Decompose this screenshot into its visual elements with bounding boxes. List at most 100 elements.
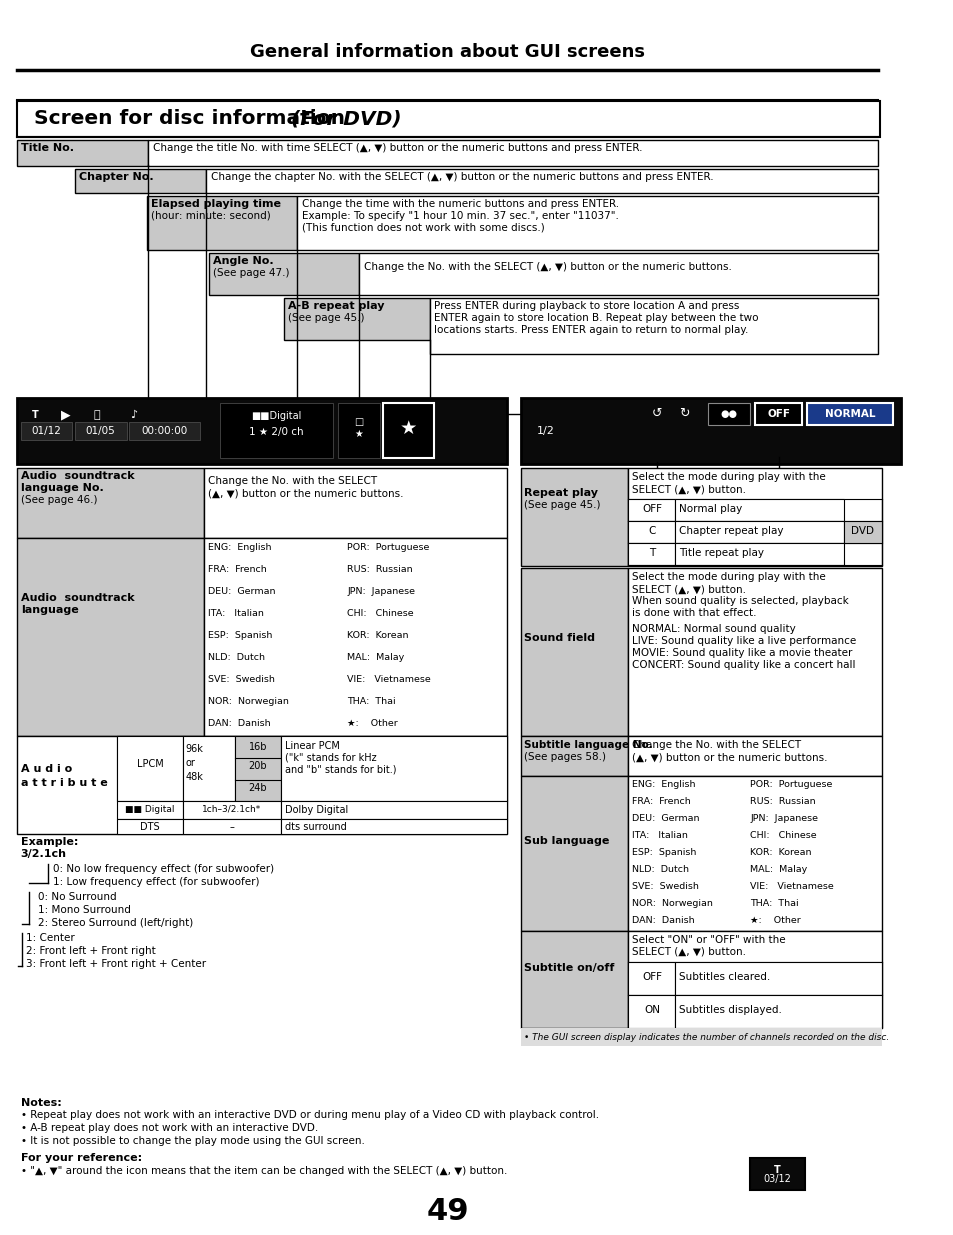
Text: 48k: 48k	[186, 772, 203, 782]
Text: When sound quality is selected, playback: When sound quality is selected, playback	[632, 597, 848, 606]
Text: 24b: 24b	[249, 783, 267, 793]
Bar	[520, 736, 628, 776]
Bar	[675, 499, 843, 521]
Bar	[17, 101, 879, 137]
Text: ★: ★	[399, 419, 416, 437]
Bar	[297, 196, 877, 249]
Bar	[117, 819, 183, 834]
Text: Audio  soundtrack: Audio soundtrack	[21, 593, 134, 603]
Bar	[117, 802, 183, 819]
Bar	[628, 736, 881, 776]
Text: Notes:: Notes:	[21, 1098, 61, 1108]
Text: (This function does not work with some discs.): (This function does not work with some d…	[302, 224, 544, 233]
Text: 96k: 96k	[186, 743, 203, 755]
Bar	[17, 468, 204, 538]
Text: Chapter repeat play: Chapter repeat play	[679, 526, 782, 536]
Bar	[675, 995, 881, 1028]
Text: Linear PCM: Linear PCM	[285, 741, 339, 751]
Text: MAL:  Malay: MAL: Malay	[750, 864, 807, 874]
Bar	[429, 298, 877, 354]
Text: NORMAL: Normal sound quality: NORMAL: Normal sound quality	[632, 624, 795, 634]
Text: LPCM: LPCM	[136, 760, 163, 769]
Bar	[750, 1158, 804, 1191]
Text: 0: No Surround: 0: No Surround	[37, 892, 116, 902]
Bar	[220, 403, 333, 458]
Text: DVD: DVD	[851, 526, 874, 536]
Text: locations starts. Press ENTER again to return to normal play.: locations starts. Press ENTER again to r…	[434, 325, 748, 335]
Text: Elapsed playing time: Elapsed playing time	[151, 199, 281, 209]
Bar	[628, 776, 881, 931]
Text: DEU:  German: DEU: German	[208, 587, 275, 597]
Text: Change the No. with the SELECT (▲, ▼) button or the numeric buttons.: Change the No. with the SELECT (▲, ▼) bu…	[364, 262, 731, 272]
Text: 1/2: 1/2	[536, 426, 554, 436]
Text: 1: Mono Surround: 1: Mono Surround	[37, 905, 131, 915]
Bar	[806, 403, 892, 425]
Text: CONCERT: Sound quality like a concert hall: CONCERT: Sound quality like a concert ha…	[632, 659, 855, 671]
Text: MOVIE: Sound quality like a movie theater: MOVIE: Sound quality like a movie theate…	[632, 648, 852, 658]
Text: 1: Low frequency effect (for subwoofer): 1: Low frequency effect (for subwoofer)	[52, 877, 259, 887]
Text: Example:: Example:	[21, 837, 78, 847]
Text: (See page 47.): (See page 47.)	[213, 268, 289, 278]
Bar	[204, 468, 506, 538]
Bar	[148, 140, 877, 165]
Text: Repeat play: Repeat play	[524, 488, 598, 498]
Bar	[117, 736, 183, 802]
Bar	[75, 169, 206, 193]
Bar	[147, 196, 297, 249]
Text: THA:  Thai: THA: Thai	[750, 899, 799, 908]
Text: Dolby Digital: Dolby Digital	[285, 805, 348, 815]
Text: 20b: 20b	[249, 761, 267, 771]
Text: (hour: minute: second): (hour: minute: second)	[151, 211, 271, 221]
Text: language: language	[21, 605, 78, 615]
Text: Change the chapter No. with the SELECT (▲, ▼) button or the numeric buttons and : Change the chapter No. with the SELECT (…	[211, 172, 713, 182]
Bar	[382, 403, 434, 458]
Text: • It is not possible to change the play mode using the GUI screen.: • It is not possible to change the play …	[21, 1136, 364, 1146]
Text: Change the time with the numeric buttons and press ENTER.: Change the time with the numeric buttons…	[302, 199, 618, 209]
Bar	[520, 776, 628, 931]
Text: 3/2.1ch: 3/2.1ch	[21, 848, 67, 860]
Bar	[183, 736, 234, 802]
Text: 03/12: 03/12	[763, 1174, 791, 1184]
Text: Normal play: Normal play	[679, 504, 741, 514]
Bar	[284, 298, 429, 340]
Text: NOR:  Norwegian: NOR: Norwegian	[208, 697, 289, 706]
Bar	[520, 568, 628, 736]
Text: Angle No.: Angle No.	[213, 256, 274, 266]
Bar	[183, 819, 281, 834]
Text: • A-B repeat play does not work with an interactive DVD.: • A-B repeat play does not work with an …	[21, 1123, 317, 1132]
Bar	[337, 403, 379, 458]
Text: DAN:  Danish: DAN: Danish	[632, 916, 694, 925]
Bar	[17, 140, 148, 165]
Text: dts surround: dts surround	[285, 823, 347, 832]
Text: VIE:   Vietnamese: VIE: Vietnamese	[750, 882, 833, 890]
Text: (See page 45.): (See page 45.)	[288, 312, 364, 324]
Text: or: or	[186, 758, 195, 768]
Text: ON: ON	[643, 1005, 659, 1015]
Text: is done with that effect.: is done with that effect.	[632, 608, 756, 618]
Bar	[628, 962, 675, 995]
Text: Change the No. with the SELECT: Change the No. with the SELECT	[208, 475, 377, 487]
Text: LIVE: Sound quality like a live performance: LIVE: Sound quality like a live performa…	[632, 636, 856, 646]
Text: KOR:  Korean: KOR: Korean	[750, 848, 811, 857]
Text: • "▲, ▼" around the icon means that the item can be changed with the SELECT (▲, : • "▲, ▼" around the icon means that the …	[21, 1166, 506, 1176]
Text: ★:    Other: ★: Other	[347, 719, 397, 727]
Bar	[675, 543, 843, 564]
Text: T: T	[648, 548, 655, 558]
Text: JPN:  Japanese: JPN: Japanese	[347, 587, 415, 597]
Text: 2: Stereo Surround (left/right): 2: Stereo Surround (left/right)	[37, 918, 193, 927]
Text: OFF: OFF	[641, 504, 661, 514]
Text: 16b: 16b	[249, 742, 267, 752]
Text: (For DVD): (For DVD)	[291, 110, 401, 128]
Text: –: –	[229, 823, 233, 832]
Text: VIE:   Vietnamese: VIE: Vietnamese	[347, 676, 431, 684]
Text: 1: Center: 1: Center	[27, 932, 75, 944]
Bar	[755, 403, 801, 425]
Text: (See pages 58.): (See pages 58.)	[524, 752, 606, 762]
Bar	[183, 802, 281, 819]
Bar	[628, 468, 881, 566]
Text: SELECT (▲, ▼) button.: SELECT (▲, ▼) button.	[632, 584, 745, 594]
Bar	[520, 398, 900, 464]
Bar	[281, 819, 506, 834]
Text: Sound field: Sound field	[524, 634, 595, 643]
Text: A-B repeat play: A-B repeat play	[288, 301, 384, 311]
